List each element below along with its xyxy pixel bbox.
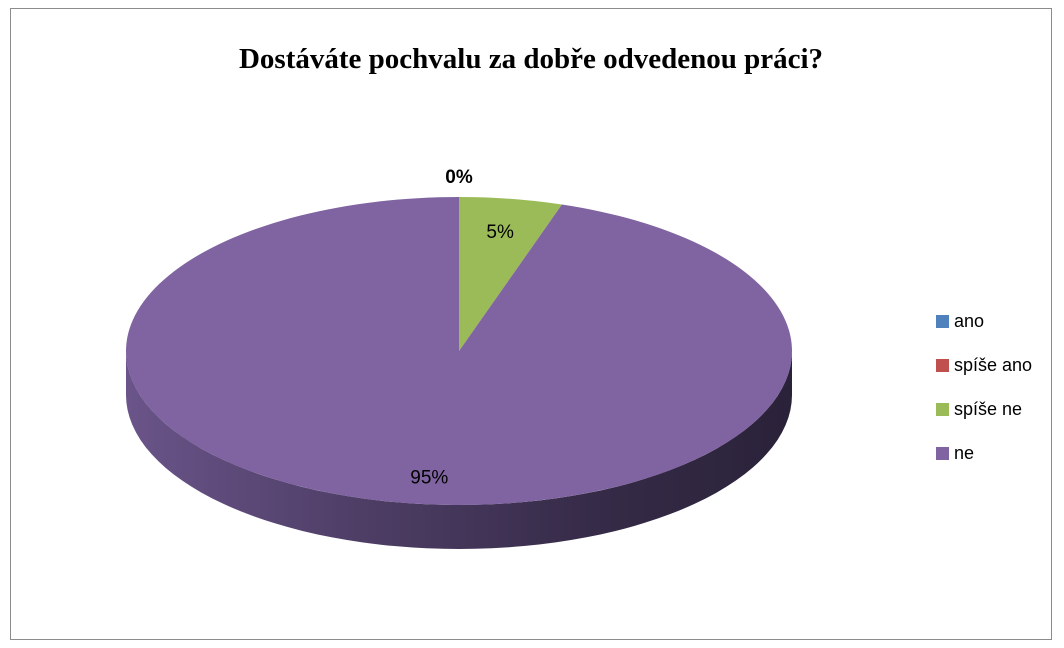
chart-area: Dostáváte pochvalu za dobře odvedenou pr… bbox=[10, 8, 1052, 640]
slice-ne bbox=[125, 197, 792, 505]
legend-label: ne bbox=[954, 442, 975, 463]
slice-side-ne bbox=[126, 351, 792, 549]
slice-spise-ne bbox=[459, 197, 562, 351]
legend-label: spíše ano bbox=[954, 354, 1033, 375]
legend-swatch bbox=[936, 446, 949, 460]
pie-chart: 0% 5% 95% bbox=[125, 167, 792, 549]
data-label-spise-ne: 5% bbox=[486, 222, 514, 243]
legend-label: ano bbox=[954, 310, 985, 331]
legend-label: spíše ne bbox=[954, 398, 1023, 419]
data-label-ano: 0% bbox=[445, 167, 473, 188]
chart-title: Dostáváte pochvalu za dobře odvedenou pr… bbox=[238, 43, 824, 75]
data-label-ne: 95% bbox=[410, 467, 448, 488]
legend-item-ano: ano bbox=[936, 310, 1032, 332]
legend-item-spise-ne: spíše ne bbox=[936, 398, 1032, 420]
legend-item-spise-ano: spíše ano bbox=[936, 354, 1032, 376]
legend-swatch bbox=[936, 314, 949, 328]
legend-item-ne: ne bbox=[936, 442, 1032, 464]
legend-swatch bbox=[936, 358, 949, 372]
legend: ano spíše ano spíše ne ne bbox=[936, 310, 1032, 486]
legend-swatch bbox=[936, 402, 949, 416]
